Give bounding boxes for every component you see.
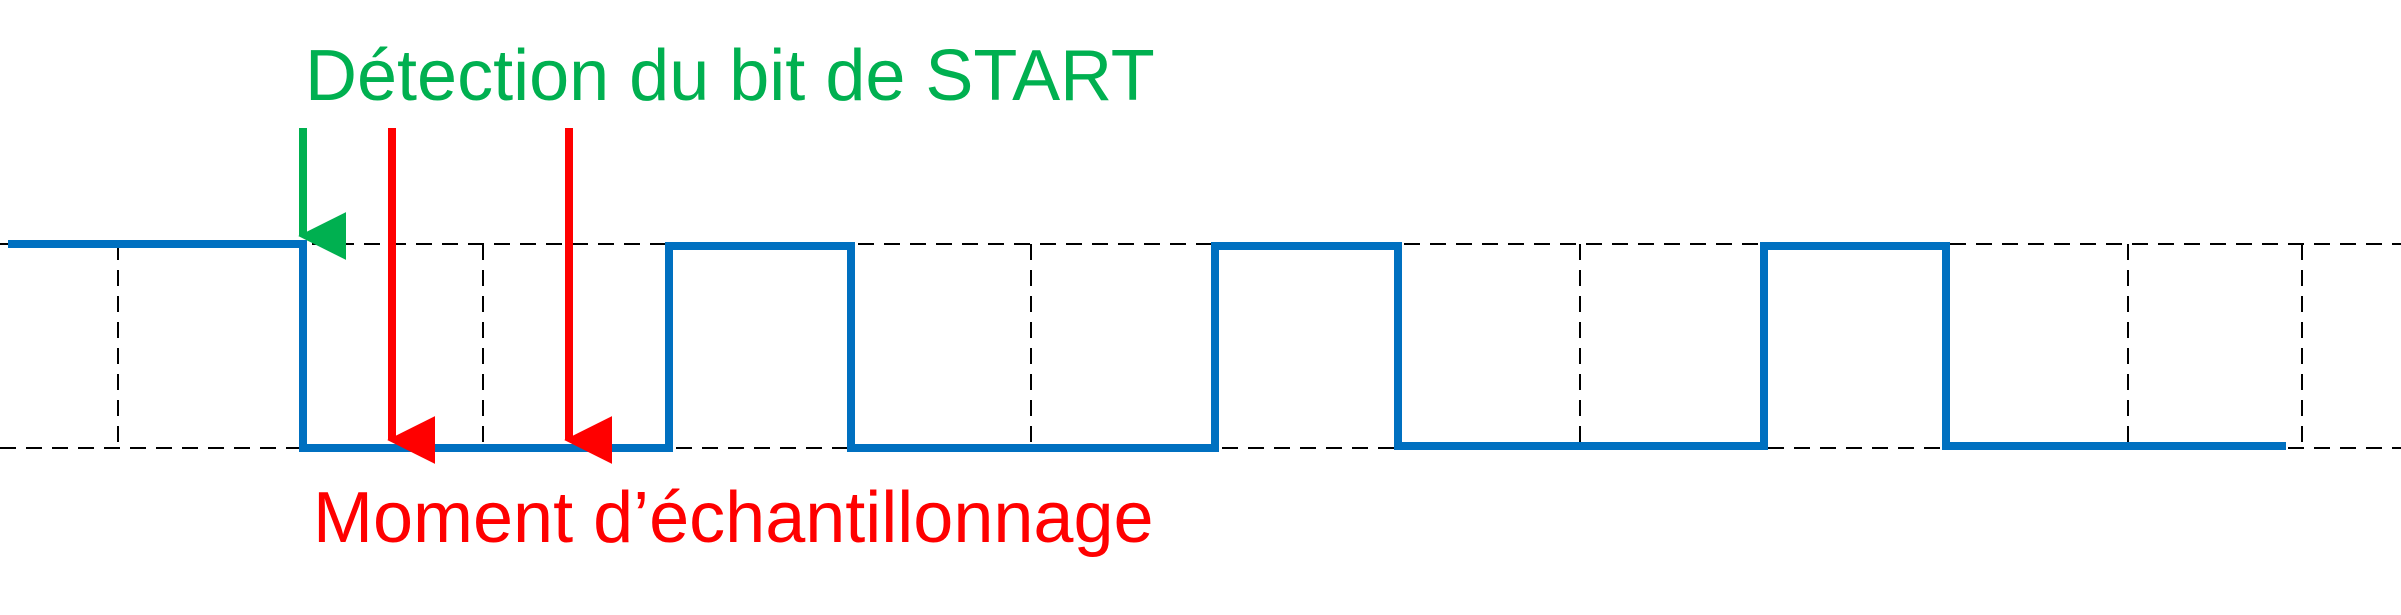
signal-waveform (8, 240, 2286, 452)
sampling-moment-label: Moment d’échantillonnage (313, 478, 1154, 558)
start-detection-label: Détection du bit de START (305, 36, 1155, 116)
bit-boundaries (117, 244, 2303, 448)
